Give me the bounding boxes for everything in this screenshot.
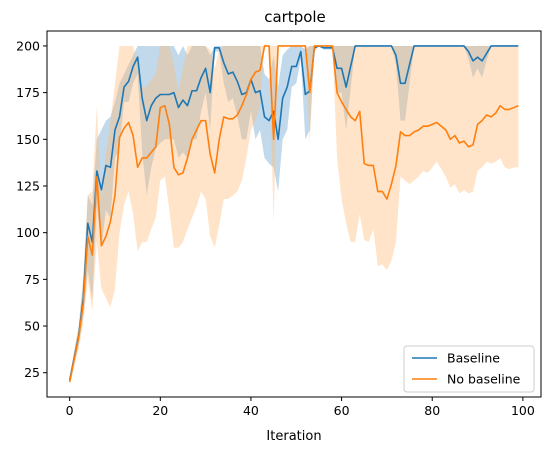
x-tick-label-20: 20 [152, 403, 168, 418]
x-axis-label: Iteration [266, 429, 321, 444]
y-tick-label-75: 75 [24, 272, 40, 287]
y-tick-label-125: 125 [16, 178, 40, 193]
chart-title: cartpole [264, 8, 326, 26]
legend-label-baseline: Baseline [447, 351, 500, 366]
x-tick-label-80: 80 [424, 403, 440, 418]
y-tick-label-175: 175 [16, 85, 40, 100]
legend-label-no-baseline: No baseline [447, 372, 521, 387]
y-tick-label-25: 25 [24, 365, 40, 380]
x-tick-label-60: 60 [334, 403, 350, 418]
y-tick-label-200: 200 [16, 38, 40, 53]
y-tick-label-150: 150 [16, 132, 40, 147]
x-tick-label-40: 40 [243, 403, 259, 418]
y-tick-label-100: 100 [16, 225, 40, 240]
x-tick-label-100: 100 [511, 403, 535, 418]
x-tick-label-0: 0 [66, 403, 74, 418]
legend: Baseline No baseline [404, 346, 534, 392]
y-tick-label-50: 50 [24, 319, 40, 334]
